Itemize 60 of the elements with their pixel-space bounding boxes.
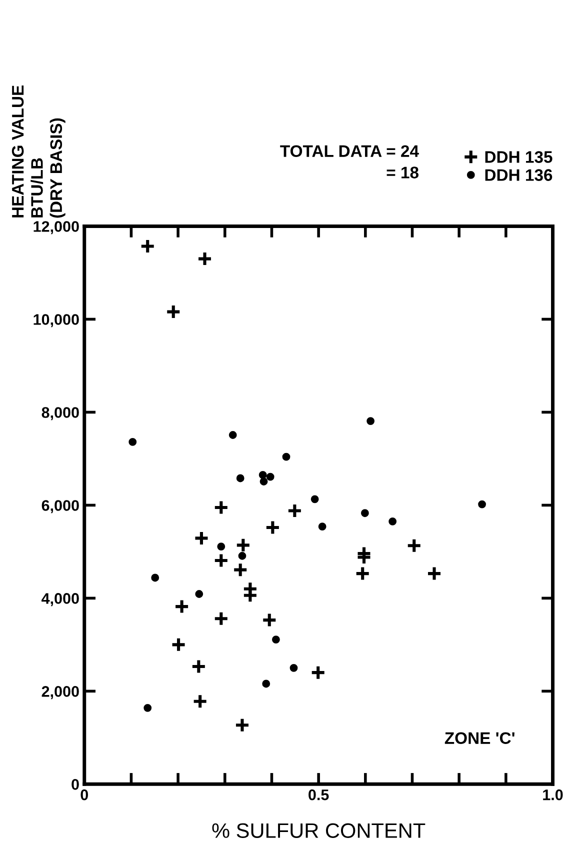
point	[190, 658, 206, 674]
point	[213, 610, 229, 626]
point	[262, 680, 270, 688]
point	[238, 552, 246, 560]
point	[286, 503, 302, 519]
point	[356, 546, 372, 562]
point	[272, 636, 280, 644]
point	[213, 500, 229, 516]
point	[318, 522, 326, 531]
point	[232, 562, 248, 578]
y-tick-label: 6,000	[42, 500, 79, 514]
point	[282, 452, 290, 461]
point	[310, 664, 326, 680]
point	[360, 509, 369, 518]
point	[354, 566, 370, 582]
point	[264, 520, 280, 536]
point	[426, 566, 442, 582]
point	[235, 537, 251, 553]
point	[478, 500, 486, 508]
point	[170, 636, 186, 652]
point	[290, 664, 298, 672]
point	[228, 431, 237, 439]
legend-label: DDH 136	[485, 169, 552, 181]
x-tick-label: 0.5	[308, 789, 329, 800]
text: = 18	[386, 166, 419, 178]
y-tick-label: 12,000	[34, 221, 79, 234]
y-tick-label: 0	[72, 779, 79, 790]
point	[194, 530, 210, 546]
x-axis-title: % SULFUR CONTENT	[212, 823, 426, 838]
point	[366, 417, 375, 426]
point	[406, 538, 422, 554]
y-tick-label: 10,000	[34, 314, 79, 328]
x-tick-label: 1.0	[543, 789, 563, 800]
point	[266, 472, 274, 481]
point	[217, 542, 226, 551]
point	[196, 251, 213, 267]
point	[260, 478, 268, 486]
y-tick-label: 8,000	[42, 407, 79, 420]
y-tick-label: 2,000	[42, 686, 79, 700]
point	[262, 612, 278, 628]
point	[213, 552, 229, 568]
point	[128, 438, 137, 446]
point	[174, 598, 190, 614]
point	[151, 574, 160, 582]
point	[258, 471, 267, 479]
text: TOTAL DATA = 24	[280, 145, 419, 158]
point	[192, 694, 208, 710]
legend-label: DDH 135	[485, 151, 552, 163]
point	[236, 474, 244, 482]
annotation: ZONE 'C'	[444, 732, 514, 744]
point	[144, 704, 152, 712]
point	[140, 238, 156, 254]
point	[195, 590, 204, 598]
y-axis-title: HEATING VALUE BTU/LB (DRY BASIS)	[12, 86, 66, 218]
point	[310, 495, 319, 504]
point	[234, 717, 250, 733]
point	[388, 518, 397, 526]
y-tick-label: 4,000	[42, 593, 79, 606]
point	[166, 304, 182, 320]
x-tick-label: 0	[80, 789, 88, 800]
